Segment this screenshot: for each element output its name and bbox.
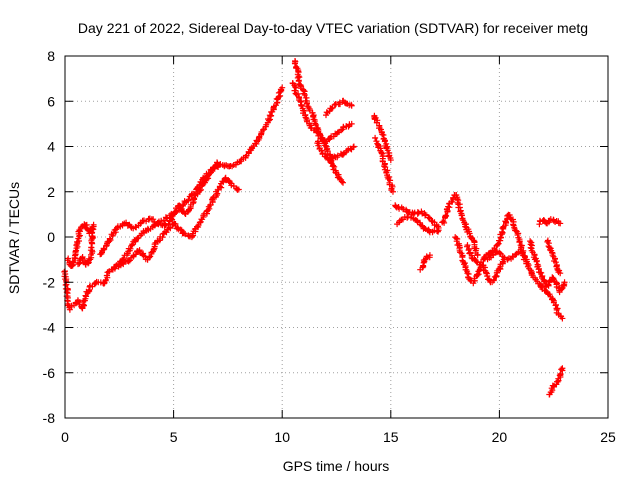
x-tick-label: 20: [492, 429, 508, 445]
data-point-markers: [371, 112, 394, 164]
data-point-markers: [439, 192, 481, 259]
data-track: [439, 192, 481, 259]
data-point-markers: [536, 216, 564, 228]
data-point-markers: [372, 134, 396, 195]
data-point-markers: [484, 246, 566, 322]
y-tick-label: 2: [47, 184, 55, 200]
data-point-markers: [527, 238, 568, 296]
data-track: [452, 234, 507, 287]
y-tick-label: -6: [43, 365, 56, 381]
data-track: [314, 138, 357, 164]
data-track: [372, 134, 396, 195]
data-track: [108, 174, 242, 273]
x-tick-label: 0: [61, 429, 69, 445]
data-point-markers: [544, 237, 564, 277]
x-tick-label: 5: [170, 429, 178, 445]
data-track: [527, 238, 568, 296]
axis-ticks: 0 5 10 15 20 25 -8 -6 -4 -2 0 2 4 6 8: [43, 48, 616, 445]
data-track: [544, 237, 564, 277]
data-point-markers: [464, 211, 529, 268]
x-tick-label: 25: [600, 429, 616, 445]
y-tick-label: -4: [43, 320, 56, 336]
data-point-markers: [64, 221, 97, 269]
data-point-markers: [392, 202, 442, 231]
y-tick-label: 4: [47, 139, 55, 155]
data-point-markers: [417, 252, 433, 273]
data-track: [394, 213, 442, 236]
data-point-markers: [108, 174, 242, 273]
x-tick-label: 10: [274, 429, 290, 445]
data-track: [323, 97, 355, 119]
data-track: [392, 202, 442, 231]
y-tick-label: 6: [47, 93, 55, 109]
data-track: [546, 365, 566, 398]
data-track: [64, 221, 97, 269]
data-point-markers: [452, 234, 507, 287]
y-axis-title: SDTVAR / TECUs: [6, 182, 22, 294]
data-track: [536, 216, 564, 228]
data-track: [371, 112, 394, 164]
y-tick-label: 0: [47, 229, 55, 245]
data-point-markers: [97, 159, 221, 258]
x-tick-label: 15: [383, 429, 399, 445]
data-point-markers: [289, 80, 355, 146]
chart-title: Day 221 of 2022, Sidereal Day-to-day VTE…: [78, 20, 588, 36]
data-track: [484, 246, 566, 322]
data-track: [97, 159, 221, 258]
data-track: [289, 80, 355, 146]
y-tick-label: -8: [43, 410, 56, 426]
y-tick-label: 8: [47, 48, 55, 64]
data-point-markers: [546, 365, 566, 398]
data-point-markers: [323, 97, 355, 119]
y-tick-label: -2: [43, 274, 56, 290]
data-track: [464, 211, 529, 268]
data-track: [417, 252, 433, 273]
data-point-markers: [314, 138, 357, 164]
data-point-markers: [394, 213, 442, 236]
x-axis-title: GPS time / hours: [283, 458, 390, 474]
